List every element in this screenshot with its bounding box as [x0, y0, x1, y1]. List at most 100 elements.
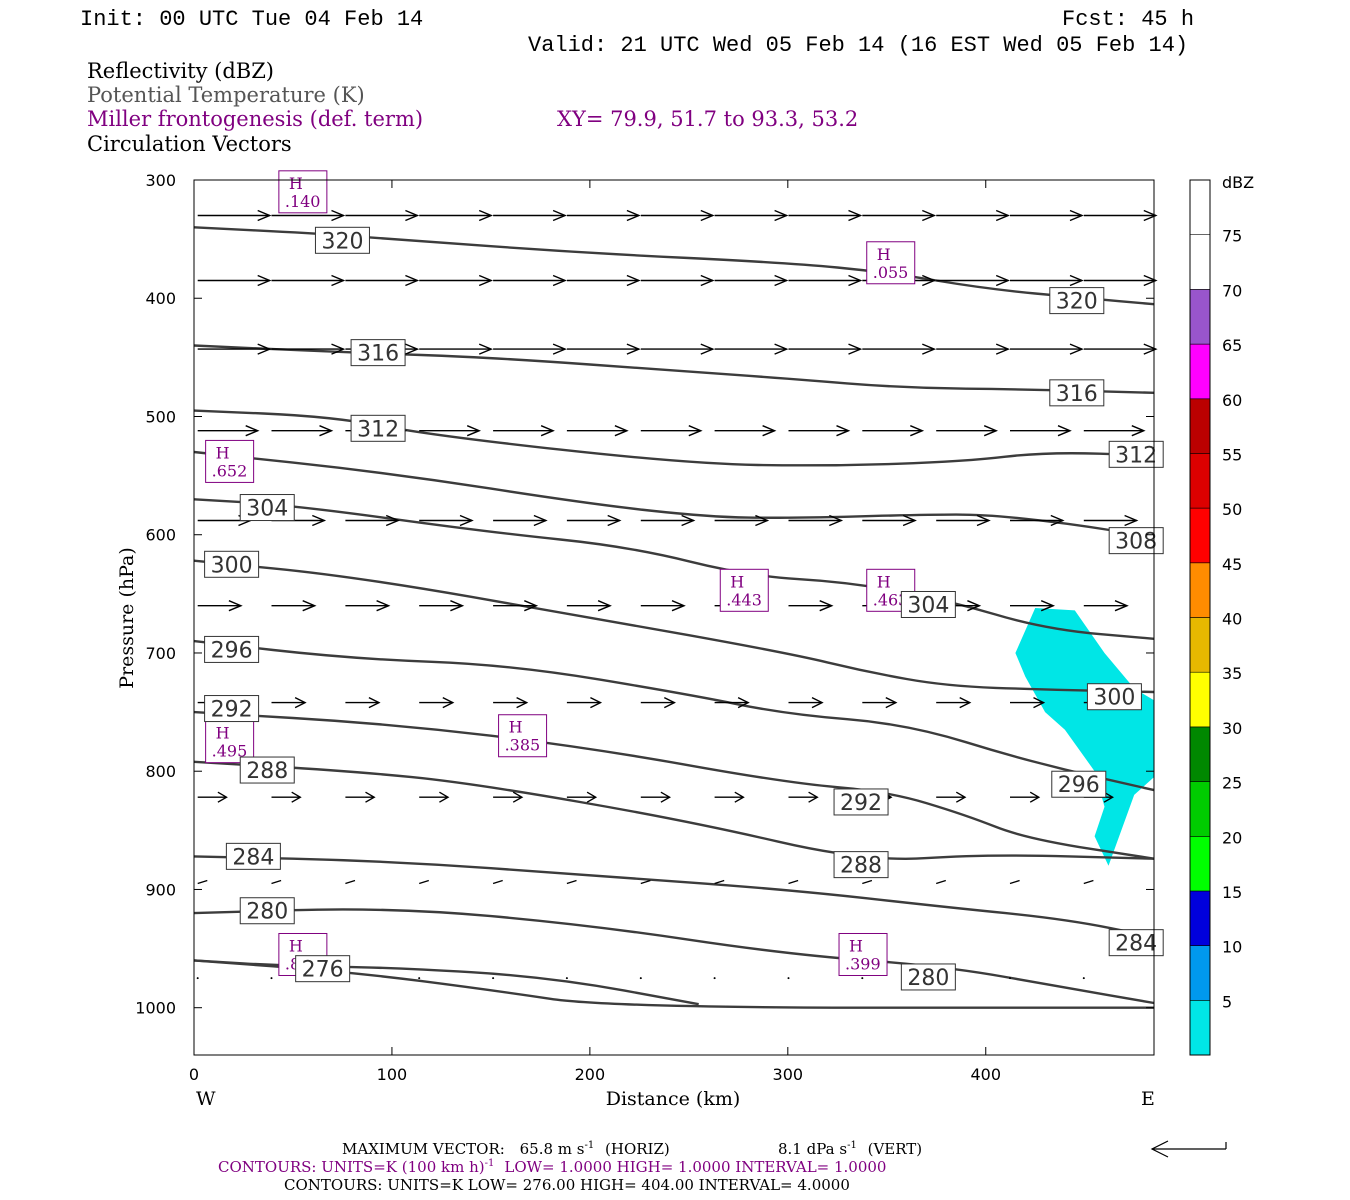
theta-label-text: 288: [246, 759, 288, 784]
vector-head: [1029, 791, 1041, 803]
y-tick-label: 600: [145, 526, 176, 545]
theta-label-text: 284: [1115, 932, 1157, 957]
theta-label-292-0: 292: [204, 695, 260, 723]
vector-head: [478, 209, 494, 222]
legend-theta: Potential Temperature (K): [87, 83, 365, 107]
vector-head: [312, 514, 327, 527]
vector-shaft: [1083, 879, 1094, 885]
vector-head: [626, 209, 641, 222]
colorbar-segment: [1189, 999, 1211, 1056]
vector-dot: [270, 977, 273, 980]
vector-head: [967, 600, 982, 612]
theta-label-text: 280: [907, 966, 949, 991]
frontogenesis-box: [719, 568, 769, 612]
vector-dot: [492, 977, 495, 980]
vector-dot: [639, 977, 642, 980]
theta-label-288-0: 288: [239, 756, 295, 784]
footer-exponent-3: -1: [485, 1158, 495, 1169]
vector-head: [319, 425, 334, 437]
vector-head: [762, 425, 777, 437]
theta-label-300-1: 300: [1086, 683, 1142, 711]
colorbar-segment: [1189, 945, 1211, 1001]
vector-head: [995, 274, 1011, 287]
vector-head: [700, 274, 715, 287]
theta-label-284-1: 284: [1108, 929, 1164, 957]
vector-head: [1069, 209, 1084, 222]
theta-label-312-0: 312: [350, 414, 406, 442]
theta-label-280-0: 280: [239, 897, 295, 925]
y-tick-label: 700: [145, 644, 176, 663]
vector-shaft: [1009, 879, 1020, 885]
x-tick-label: 200: [575, 1065, 606, 1084]
theta-contour-300: [193, 559, 1155, 694]
vector-head: [922, 209, 937, 222]
theta-label-text: 312: [357, 417, 399, 442]
colorbar-segment: [1189, 671, 1211, 728]
vector-head: [626, 274, 641, 287]
theta-contour-288: [193, 760, 1155, 861]
vector-head: [983, 425, 999, 437]
vector-head: [885, 696, 898, 709]
theta-contours: [193, 226, 1155, 1009]
theta-label-text: 316: [1056, 382, 1098, 407]
vector-shaft: [788, 879, 799, 885]
vector-head: [607, 514, 622, 527]
vector-head: [688, 425, 703, 437]
frontogenesis-box: [838, 932, 888, 976]
frontogenesis-max-0: H.140: [278, 170, 328, 214]
frontogenesis-value: .495: [212, 742, 248, 761]
footer-vert-tag: (VERT): [868, 1140, 923, 1158]
frontogenesis-value: .055: [873, 263, 909, 282]
theta-contour-296: [193, 639, 1155, 792]
theta-label-box: [239, 494, 295, 522]
y-tick-label: 900: [145, 880, 176, 899]
frontogenesis-box: [866, 241, 916, 285]
vector-head: [450, 600, 465, 612]
theta-label-308-0: 308: [1108, 527, 1164, 555]
vector-head: [959, 696, 972, 709]
vector-head: [1103, 791, 1114, 803]
colorbar-segment: [1189, 617, 1211, 673]
vector-head: [614, 425, 629, 437]
footer-max-vector-horiz: 65.8 m s: [520, 1140, 585, 1158]
frontogenesis-max-3: H.443: [719, 568, 769, 612]
footer-horiz-tag: (HORIZ): [605, 1140, 670, 1158]
reflectivity-layer: [1015, 608, 1154, 866]
frontogenesis-box: [205, 439, 255, 483]
vector-head: [700, 343, 715, 355]
legend-xy: XY= 79.9, 51.7 to 93.3, 53.2: [557, 107, 858, 131]
vector-dot: [1082, 977, 1085, 980]
vector-head: [700, 209, 715, 222]
vector-dot: [713, 977, 716, 980]
vector-head: [466, 425, 482, 437]
vector-head: [478, 343, 494, 355]
vector-head: [660, 791, 672, 803]
frontogenesis-value: .140: [285, 192, 321, 211]
vector-head: [1131, 425, 1146, 437]
frontogenesis-value: .443: [726, 590, 762, 609]
vector-head: [1050, 514, 1065, 527]
colorbar-segment: [1189, 562, 1211, 618]
frontogenesis-label: H: [877, 245, 891, 264]
vector-head: [663, 696, 676, 709]
vector-shaft: [197, 879, 208, 885]
vector-head: [597, 600, 612, 612]
x-tick-label: 100: [377, 1065, 408, 1084]
theta-label-276-0: 276: [295, 955, 351, 983]
frontogenesis-max-6: H.495: [205, 720, 255, 764]
vector-head: [1143, 209, 1158, 222]
colorbar-segment: [1189, 781, 1211, 837]
theta-label-text: 284: [232, 845, 274, 870]
vector-dot: [787, 977, 790, 980]
vector-head: [331, 274, 346, 287]
colorbar-level-label: 25: [1222, 774, 1242, 793]
vector-head: [533, 514, 548, 527]
footer-exponent-1: -1: [584, 1140, 594, 1151]
frontogenesis-label: H: [849, 936, 863, 955]
colorbar-level-label: 15: [1222, 883, 1242, 902]
theta-label-text: 300: [1093, 686, 1135, 711]
colorbar-level-label: 45: [1222, 555, 1242, 574]
frontogenesis-box: [278, 170, 328, 214]
vector-head: [586, 791, 598, 803]
vector-dot: [565, 977, 568, 980]
